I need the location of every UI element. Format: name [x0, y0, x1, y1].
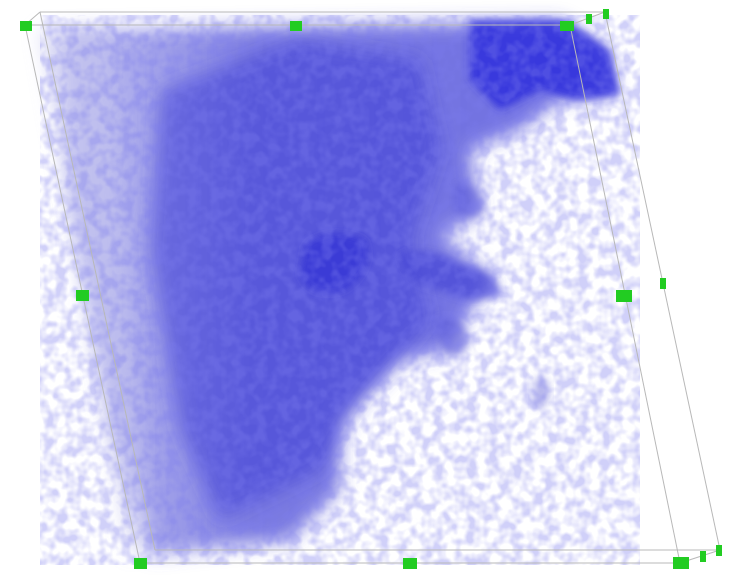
page: (() => { const data = JSON.parse(documen… — [0, 0, 732, 577]
handle[interactable] — [586, 14, 592, 24]
handle[interactable] — [700, 551, 706, 562]
handle[interactable] — [403, 558, 417, 569]
volume — [40, 15, 640, 565]
handle[interactable] — [20, 21, 32, 31]
handle[interactable] — [716, 545, 722, 556]
handle[interactable] — [76, 290, 89, 301]
handle[interactable] — [290, 21, 302, 31]
handle[interactable] — [603, 9, 609, 19]
volume-view — [0, 0, 732, 577]
handle[interactable] — [616, 290, 632, 302]
handle[interactable] — [560, 21, 574, 31]
handle[interactable] — [134, 558, 147, 569]
handle[interactable] — [673, 557, 689, 569]
handle[interactable] — [660, 278, 666, 289]
